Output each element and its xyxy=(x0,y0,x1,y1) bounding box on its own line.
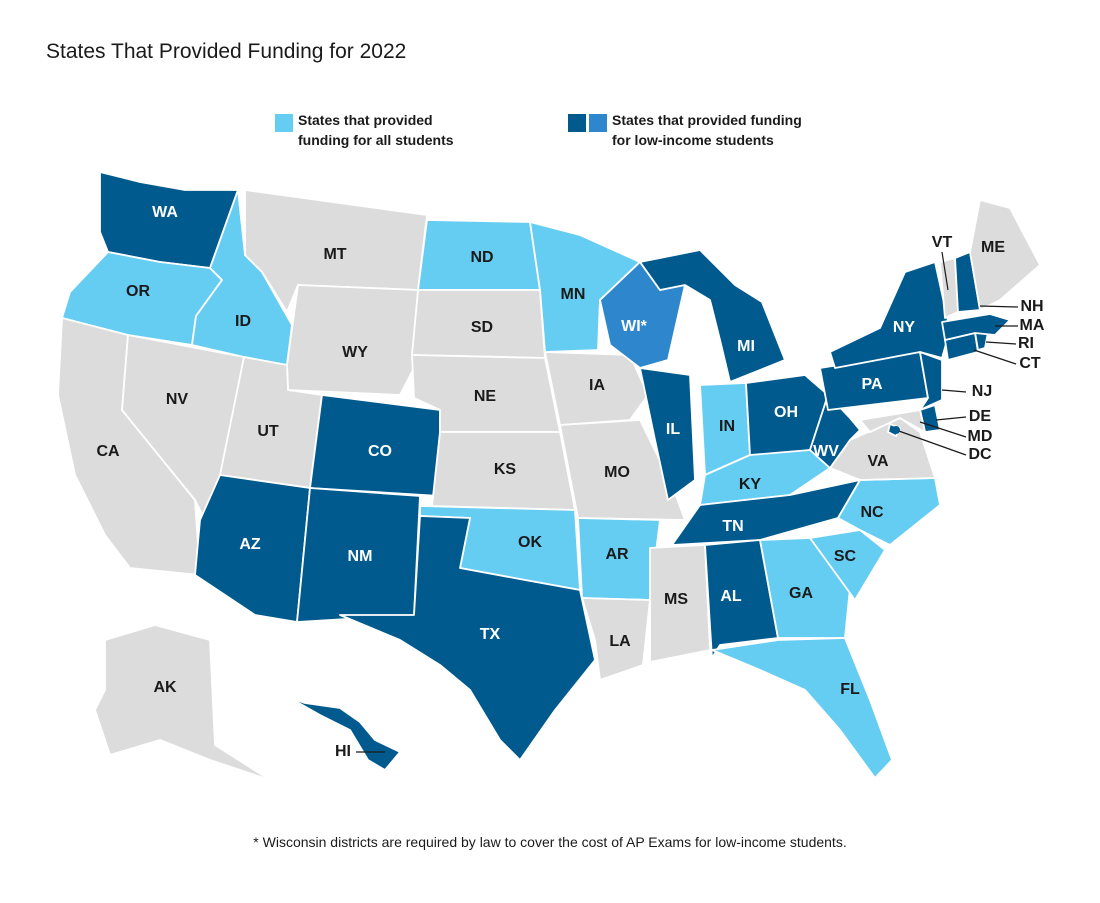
state-label-sc: SC xyxy=(834,548,857,565)
state-label-mt: MT xyxy=(323,246,346,263)
state-mi xyxy=(639,249,786,383)
leader-line-dc xyxy=(895,429,967,456)
state-label-ms: MS xyxy=(664,591,688,608)
state-nj xyxy=(919,351,943,411)
state-label-ct: CT xyxy=(1019,355,1041,372)
state-label-md: MD xyxy=(968,428,993,445)
state-label-ia: IA xyxy=(589,377,605,394)
state-label-va: VA xyxy=(867,453,888,470)
leader-line-vt xyxy=(941,251,949,291)
state-ms xyxy=(649,544,711,663)
state-label-nh: NH xyxy=(1020,298,1043,315)
state-label-nv: NV xyxy=(166,391,189,408)
state-label-vt: VT xyxy=(932,234,953,251)
state-label-ky: KY xyxy=(739,476,762,493)
state-label-me: ME xyxy=(981,239,1005,256)
state-label-ca: CA xyxy=(96,443,120,460)
state-label-ga: GA xyxy=(789,585,813,602)
state-wy xyxy=(286,284,419,396)
state-label-ny: NY xyxy=(893,319,916,336)
state-label-co: CO xyxy=(368,443,392,460)
state-la xyxy=(581,597,651,681)
state-label-la: LA xyxy=(609,633,631,650)
legend-item-low-income: States that provided funding for low-inc… xyxy=(568,110,852,150)
state-label-wa: WA xyxy=(152,204,178,221)
state-label-il: IL xyxy=(666,421,680,438)
leader-line-nh xyxy=(979,305,1019,308)
state-ny xyxy=(829,261,951,369)
state-tx xyxy=(339,515,596,761)
state-label-wv: WV xyxy=(813,443,839,460)
state-label-dc: DC xyxy=(968,446,992,463)
footnote: * Wisconsin districts are required by la… xyxy=(253,834,847,850)
state-label-ne: NE xyxy=(474,388,497,405)
state-label-nj: NJ xyxy=(972,383,992,400)
state-label-in: IN xyxy=(719,418,735,435)
state-ia xyxy=(544,351,649,426)
state-fl xyxy=(711,637,893,779)
state-label-ak: AK xyxy=(153,679,177,696)
state-label-tx: TX xyxy=(480,626,501,643)
state-label-mn: MN xyxy=(561,286,586,303)
leader-line-ct xyxy=(973,349,1017,365)
state-label-ut: UT xyxy=(257,423,279,440)
state-il xyxy=(639,367,696,501)
state-mo xyxy=(559,419,686,521)
state-label-ri: RI xyxy=(1018,335,1034,352)
dc-marker xyxy=(892,426,900,434)
state-label-wy: WY xyxy=(342,344,368,361)
state-label-ar: AR xyxy=(605,546,629,563)
leader-line-de xyxy=(935,416,967,421)
state-label-ma: MA xyxy=(1020,317,1045,334)
state-ak xyxy=(94,624,271,781)
state-mn xyxy=(529,221,641,353)
state-label-nm: NM xyxy=(348,548,373,565)
legend-label-low-income: States that provided funding for low-inc… xyxy=(612,112,802,148)
state-label-mo: MO xyxy=(604,464,630,481)
state-label-fl: FL xyxy=(840,681,860,698)
leader-line-nj xyxy=(941,389,967,393)
state-ma xyxy=(941,313,1011,341)
state-sc xyxy=(809,529,886,601)
state-label-az: AZ xyxy=(239,536,261,553)
leader-line-md xyxy=(919,421,967,438)
state-label-pa: PA xyxy=(861,376,882,393)
state-label-sd: SD xyxy=(471,319,493,336)
state-label-nd: ND xyxy=(470,249,493,266)
state-me xyxy=(969,199,1041,311)
state-label-id: ID xyxy=(235,313,251,330)
state-label-oh: OH xyxy=(774,404,798,421)
leader-line-ri xyxy=(985,341,1017,345)
state-label-al: AL xyxy=(720,588,742,605)
state-label-mi: MI xyxy=(737,338,755,355)
legend-swatch-all-students xyxy=(275,114,293,132)
state-label-tn: TN xyxy=(722,518,743,535)
state-al xyxy=(704,539,779,659)
map-title: States That Provided Funding for 2022 xyxy=(46,40,407,63)
state-label-or: OR xyxy=(126,283,150,300)
legend-item-all-students: States that provided funding for all stu… xyxy=(275,110,538,150)
state-label-ok: OK xyxy=(518,534,542,551)
legend-swatch-low-income-alt xyxy=(589,114,607,132)
legend-label-all-students: States that provided funding for all stu… xyxy=(298,112,454,148)
state-label-hi: HI xyxy=(335,743,351,760)
state-md xyxy=(859,409,926,433)
state-label-ks: KS xyxy=(494,461,517,478)
state-label-nc: NC xyxy=(860,504,884,521)
state-label-wi: WI* xyxy=(621,318,648,335)
legend-swatch-low-income xyxy=(568,114,586,132)
state-label-de: DE xyxy=(969,408,992,425)
